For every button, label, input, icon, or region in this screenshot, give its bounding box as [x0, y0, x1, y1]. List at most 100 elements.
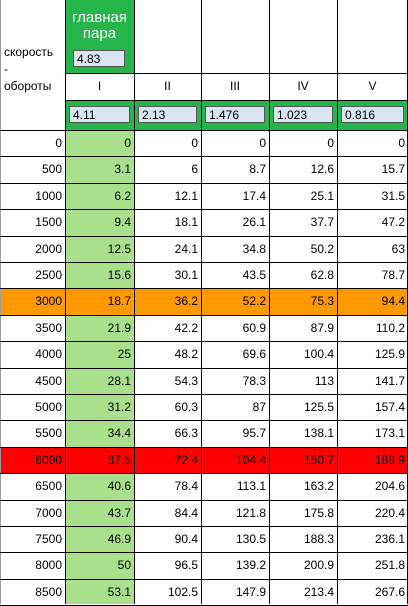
speed-cell: 21.9 — [107, 320, 131, 335]
gear-header-4: IV — [297, 79, 309, 93]
row-divider — [0, 499, 408, 501]
gear-ratio-input-5[interactable]: 0.816 — [341, 106, 404, 123]
row-divider — [65, 100, 408, 101]
speed-cell: 34.8 — [242, 241, 266, 256]
speed-cell: 26.1 — [242, 215, 266, 230]
rpm-cell: 4000 — [35, 347, 62, 362]
speed-cell: 43.5 — [242, 268, 266, 282]
speed-cell: 6 — [191, 162, 198, 177]
rpm-cell: 6000 — [35, 452, 62, 467]
speed-cell: 90.4 — [174, 532, 198, 546]
speed-cell: 188.3 — [303, 532, 334, 546]
gear-ratio-input-2[interactable]: 2.13 — [138, 106, 197, 123]
col-divider — [201, 0, 202, 604]
speed-cell: 130.5 — [235, 532, 266, 546]
speed-cell: 110.2 — [375, 320, 405, 335]
speed-cell: 40.6 — [107, 479, 131, 494]
speed-cell: 48.2 — [174, 347, 198, 362]
gear-ratio-input-3[interactable]: 1.476 — [205, 106, 265, 123]
speed-cell: 28.1 — [107, 373, 131, 388]
row-divider — [0, 262, 408, 263]
speed-cell: 163.2 — [303, 479, 334, 494]
row-divider — [0, 552, 408, 554]
row-divider — [65, 73, 408, 74]
rpm-cell: 7500 — [35, 532, 62, 546]
col-divider — [134, 0, 135, 604]
speed-cell: 78.7 — [381, 268, 405, 282]
col-divider-left — [0, 0, 1, 604]
rpm-cell: 2000 — [35, 241, 62, 256]
speed-cell: 15.7 — [381, 162, 405, 177]
speed-cell: 30.1 — [174, 268, 198, 282]
speed-cell: 24.1 — [174, 241, 198, 256]
speed-cell: 18.7 — [107, 294, 131, 309]
speed-cell: 43.7 — [107, 505, 131, 520]
speed-cell: 25 — [117, 347, 131, 362]
speed-cell: 188.9 — [374, 452, 405, 467]
row-divider — [0, 420, 408, 422]
speed-cell: 173.1 — [374, 426, 405, 441]
speed-cell: 84.4 — [174, 505, 198, 520]
speed-cell: 34.4 — [107, 426, 131, 441]
col-divider — [337, 0, 338, 604]
speed-cell: 95.7 — [242, 426, 266, 441]
speed-cell: 12.5 — [107, 241, 131, 256]
speed-cell: 104.4 — [235, 452, 266, 467]
rpm-cell: 4500 — [35, 373, 62, 388]
speed-cell: 50 — [117, 558, 131, 573]
speed-cell: 63 — [391, 241, 405, 256]
row-divider — [0, 341, 408, 343]
row-divider — [0, 473, 408, 475]
speed-cell: 175.8 — [303, 505, 334, 520]
speed-cell: 6.2 — [114, 188, 131, 203]
speed-cell: 31.5 — [381, 188, 405, 203]
speed-cell: 75.3 — [310, 294, 334, 309]
speed-cell: 150.7 — [303, 452, 334, 467]
gear-ratio-input-4[interactable]: 1.023 — [273, 106, 333, 123]
main-pair-title: главная пара — [72, 9, 127, 42]
speed-cell: 78.3 — [242, 373, 266, 388]
gear-header-5: V — [368, 79, 377, 93]
rpm-cell: 2500 — [35, 268, 62, 282]
speed-cell: 42.2 — [174, 320, 198, 335]
row-divider — [0, 288, 408, 290]
row-divider — [0, 578, 408, 580]
speed-cell: 147.9 — [235, 584, 266, 599]
row-divider — [0, 526, 408, 527]
speed-cell: 102.5 — [167, 584, 198, 599]
speed-cell: 46.9 — [107, 532, 131, 546]
row-highlight-red — [0, 446, 408, 474]
gear-ratio-input-1[interactable]: 4.11 — [69, 106, 130, 123]
speed-cell: 60.3 — [174, 400, 198, 414]
speed-cell: 37.5 — [107, 452, 131, 467]
speed-cell: 236.1 — [374, 532, 405, 546]
speed-cell: 125.5 — [303, 400, 334, 414]
rpm-cell: 8000 — [35, 558, 62, 573]
speed-cell: 220.4 — [374, 505, 405, 520]
speed-cell: 0 — [398, 136, 405, 150]
rpm-cell: 8500 — [35, 584, 62, 599]
gear-1-column-bg — [65, 100, 134, 604]
row-divider — [0, 394, 408, 395]
main-pair-input[interactable]: 4.83 — [73, 50, 125, 67]
rpm-cell: 3500 — [35, 320, 62, 335]
speed-cell: 3.1 — [114, 162, 131, 177]
rpm-cell: 1500 — [35, 215, 62, 230]
speed-cell: 87.9 — [310, 320, 334, 335]
rpm-cell: 7000 — [35, 505, 62, 520]
main-pair-header: главная пара 4.83 — [65, 0, 134, 73]
speed-cell: 200.9 — [303, 558, 334, 573]
speed-cell: 96.5 — [174, 558, 198, 573]
row-highlight-orange — [0, 288, 408, 315]
gear-header-2: II — [164, 79, 171, 93]
speed-cell: 50.2 — [310, 241, 334, 256]
speed-cell: 36.2 — [174, 294, 198, 309]
speed-cell: 12.6 — [310, 162, 334, 177]
speed-cell: 0 — [259, 136, 266, 150]
rpm-cell: 0 — [55, 136, 62, 150]
speed-cell: 17.4 — [242, 188, 266, 203]
row-divider — [0, 130, 408, 131]
speed-cell: 25.1 — [310, 188, 334, 203]
col-divider — [65, 0, 66, 604]
speed-cell: 66.3 — [174, 426, 198, 441]
